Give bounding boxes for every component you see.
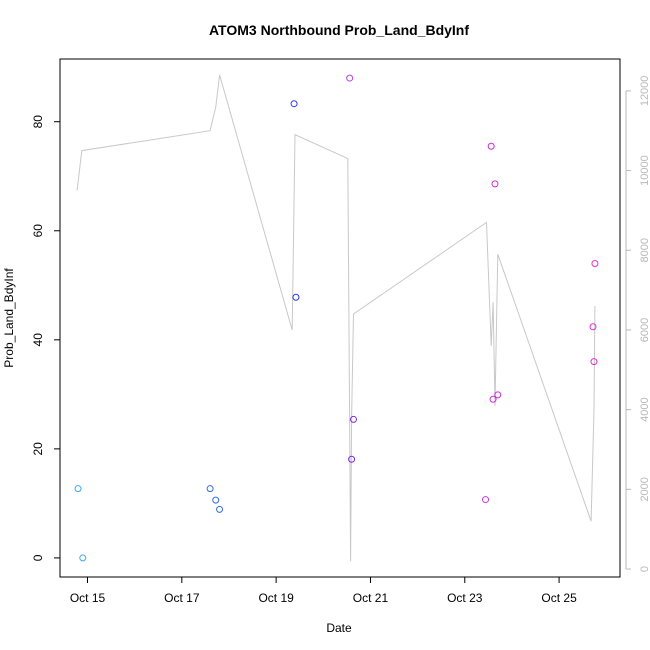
y-tick-label: 0 — [31, 554, 45, 561]
data-point — [79, 554, 87, 562]
line-series — [76, 74, 596, 562]
left-axis: 0 20 40 60 80 — [31, 115, 60, 561]
right-axis: 0 2000 4000 6000 8000 10000 12000 — [625, 76, 650, 572]
y-tick-label: 20 — [31, 442, 45, 456]
plot-frame — [59, 58, 621, 578]
chart-title: ATOM3 Northbound Prob_Land_BdyInf — [209, 22, 469, 38]
x-axis-label: Date — [326, 621, 352, 635]
x-tick-label: Oct 23 — [447, 591, 483, 605]
data-point — [292, 293, 300, 301]
x-tick-label: Oct 25 — [541, 591, 577, 605]
data-point — [487, 142, 495, 150]
data-point — [589, 323, 597, 331]
y-tick-label: 60 — [31, 224, 45, 238]
x-tick-label: Oct 15 — [70, 591, 106, 605]
x-tick-label: Oct 17 — [164, 591, 200, 605]
x-axis: Oct 15 Oct 17 Oct 19 Oct 21 Oct 23 Oct 25 — [70, 577, 577, 605]
data-point — [491, 180, 499, 188]
data-point — [489, 395, 497, 403]
y-axis-label: Prob_Land_BdyInf — [2, 268, 16, 368]
y-tick-label: 40 — [31, 333, 45, 347]
data-point — [348, 455, 356, 463]
data-point — [482, 496, 490, 504]
y2-tick-label: 6000 — [639, 318, 650, 342]
data-point — [74, 485, 82, 493]
data-point — [216, 505, 224, 513]
data-point — [346, 74, 354, 82]
y2-tick-label: 8000 — [639, 238, 650, 262]
y2-tick-label: 0 — [639, 566, 650, 572]
scatter-points — [74, 74, 599, 562]
data-point — [206, 485, 214, 493]
x-tick-label: Oct 21 — [353, 591, 389, 605]
y2-tick-label: 10000 — [639, 155, 650, 186]
data-point — [212, 496, 220, 504]
data-point — [591, 259, 599, 267]
y2-tick-label: 4000 — [639, 397, 650, 421]
y2-tick-label: 12000 — [639, 76, 650, 107]
data-point — [494, 391, 502, 399]
y-tick-label: 80 — [31, 115, 45, 129]
data-point — [349, 415, 357, 423]
data-point — [290, 100, 298, 108]
x-tick-label: Oct 19 — [258, 591, 294, 605]
data-point — [590, 358, 598, 366]
y2-tick-label: 2000 — [639, 477, 650, 501]
